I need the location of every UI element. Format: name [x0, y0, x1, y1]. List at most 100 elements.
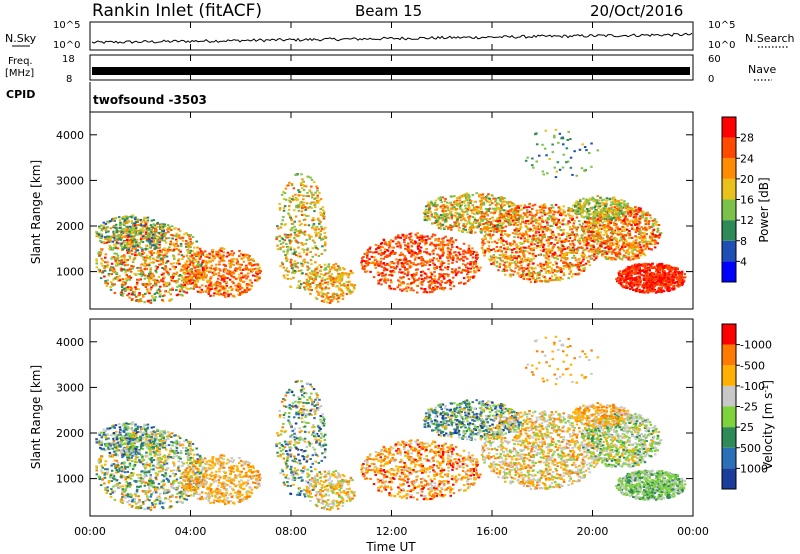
range-gate-cell [167, 272, 170, 275]
range-gate-cell [446, 247, 450, 250]
range-gate-cell [213, 292, 216, 295]
range-gate-cell [300, 283, 303, 286]
range-gate-cell [196, 246, 199, 249]
range-gate-cell [476, 253, 479, 256]
range-gate-cell [302, 205, 305, 208]
range-gate-cell [199, 250, 203, 253]
range-gate-cell [162, 277, 165, 280]
range-gate-cell [141, 273, 145, 276]
range-gate-cell [339, 273, 343, 276]
range-gate-cell [373, 264, 377, 267]
range-gate-cell [548, 237, 552, 240]
range-gate-cell [566, 223, 569, 226]
range-gate-cell [363, 260, 366, 263]
nave-tick-top: 60 [708, 54, 721, 65]
range-gate-cell [142, 258, 146, 261]
range-gate-cell [122, 284, 125, 287]
range-gate-cell [104, 256, 107, 259]
range-gate-cell [480, 202, 483, 205]
range-gate-cell [146, 256, 149, 259]
range-gate-cell [171, 265, 175, 268]
range-gate-cell [425, 261, 429, 264]
range-gate-cell [539, 265, 542, 268]
range-gate-cell [480, 215, 484, 218]
range-gate-cell [550, 225, 554, 228]
range-gate-cell [185, 240, 188, 242]
range-gate-cell [376, 263, 380, 266]
range-gate-cell [227, 254, 231, 257]
range-gate-cell [109, 269, 112, 272]
range-gate-cell [128, 267, 132, 270]
range-gate-cell [537, 271, 540, 274]
range-gate-cell [444, 221, 447, 224]
range-gate-cell [152, 240, 155, 243]
range-gate-cell [196, 262, 200, 265]
range-gate-cell [415, 271, 418, 274]
range-gate-cell [128, 278, 131, 281]
range-gate-cell [437, 281, 440, 284]
range-gate-cell [593, 255, 596, 258]
range-gate-cell [530, 241, 534, 244]
range-gate-cell [456, 196, 459, 199]
range-gate-cell [435, 203, 438, 206]
range-gate-cell [569, 242, 572, 245]
range-gate-cell [283, 239, 287, 242]
range-gate-cell [190, 270, 194, 273]
range-gate-cell [152, 252, 156, 254]
range-gate-cell [133, 238, 136, 241]
range-gate-cell [538, 209, 541, 212]
range-gate-cell [513, 236, 516, 239]
range-gate-cell [146, 290, 150, 293]
range-gate-cell [360, 264, 364, 267]
range-gate-cell [351, 290, 354, 293]
nsky-tick-bottom: 10^0 [53, 40, 80, 51]
range-gate-cell [595, 255, 599, 258]
range-gate-cell [563, 256, 566, 259]
range-gate-cell [560, 212, 563, 215]
range-gate-cell [512, 217, 515, 220]
range-gate-cell [152, 257, 155, 260]
range-gate-cell [458, 253, 462, 256]
range-gate-cell [304, 242, 308, 245]
range-gate-cell [467, 204, 470, 207]
range-gate-cell [584, 248, 587, 251]
range-gate-cell [380, 252, 383, 255]
range-gate-cell [245, 264, 248, 267]
range-gate-cell [110, 220, 113, 222]
range-gate-cell [278, 235, 282, 238]
range-gate-cell [538, 276, 541, 279]
range-gate-cell [233, 257, 236, 260]
range-gate-cell [143, 264, 147, 267]
range-gate-cell [410, 254, 414, 256]
range-gate-cell [581, 225, 584, 228]
range-gate-cell [415, 235, 419, 238]
range-gate-cell [311, 270, 314, 273]
range-gate-cell [190, 267, 193, 270]
range-gate-cell [471, 204, 474, 207]
range-gate-cell [450, 210, 453, 213]
range-gate-cell [419, 246, 423, 249]
range-gate-cell [550, 237, 554, 240]
range-gate-cell [302, 194, 305, 197]
range-gate-cell [539, 249, 543, 252]
range-gate-cell [423, 272, 427, 275]
range-gate-cell [377, 282, 380, 285]
range-gate-cell [567, 207, 570, 209]
range-gate-cell [289, 286, 293, 288]
range-gate-cell [143, 224, 146, 227]
range-gate-cell [329, 268, 332, 271]
range-gate-cell [552, 222, 556, 225]
range-gate-cell [118, 230, 121, 233]
range-gate-cell [212, 294, 215, 297]
range-gate-cell [538, 273, 541, 276]
range-gate-cell [561, 253, 564, 256]
range-gate-cell [217, 272, 221, 275]
range-gate-cell [410, 255, 413, 258]
range-gate-cell [445, 213, 448, 216]
range-gate-cell [328, 275, 331, 278]
range-gate-cell [201, 261, 204, 264]
range-gate-cell [222, 254, 225, 257]
range-gate-cell [379, 242, 383, 245]
range-gate-cell [500, 226, 503, 229]
range-gate-cell [564, 252, 567, 255]
